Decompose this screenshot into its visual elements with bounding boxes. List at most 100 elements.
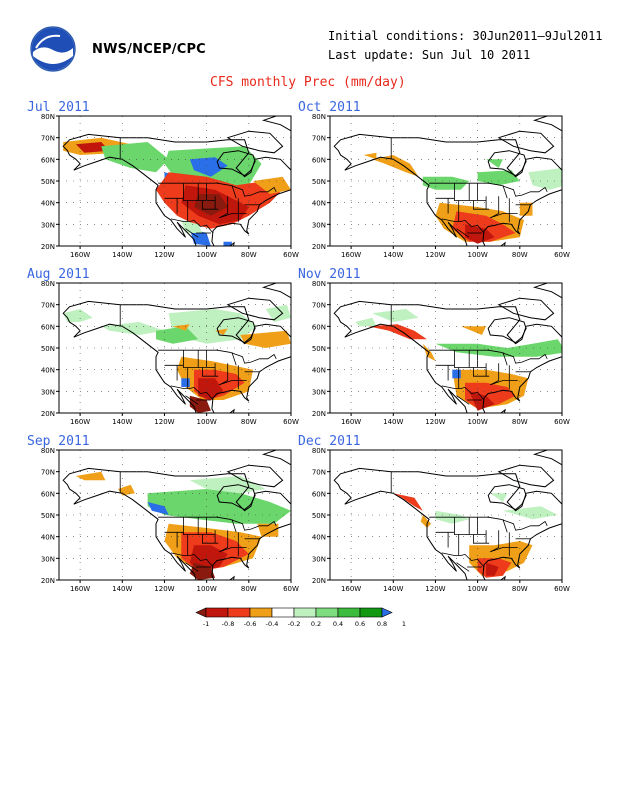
anomaly-patch [198, 378, 224, 400]
lat-label: 70N [41, 302, 55, 310]
legend-swatch [315, 607, 339, 618]
lon-label: 140W [112, 585, 132, 593]
legend-label: 0.4 [333, 620, 343, 628]
legend-label: -0.6 [244, 620, 257, 628]
lat-label: 40N [41, 367, 55, 375]
lon-label: 80W [241, 418, 257, 426]
legend-swatch [205, 607, 229, 618]
legend-label: -1 [203, 620, 209, 628]
anomaly-patch [502, 506, 558, 520]
lon-label: 80W [241, 251, 257, 259]
lat-label: 20N [41, 410, 55, 418]
lon-label: 120W [154, 251, 174, 259]
anomaly-map: 80N 70N 60N 50N 40N 30N 20N 160W 140W 120W 100W 80W… [312, 113, 570, 259]
lat-label: 40N [41, 200, 55, 208]
lon-label: 80W [512, 251, 528, 259]
legend-label: 0.8 [377, 620, 387, 628]
anomaly-map: 80N 70N 60N 50N 40N 30N 20N 160W 140W 120W 100W 80W… [41, 447, 299, 593]
lat-label: 50N [41, 178, 55, 186]
lon-label: 60W [283, 251, 299, 259]
anomaly-patch [465, 224, 495, 244]
anomaly-map: 80N 70N 60N 50N 40N 30N 20N 160W 140W 120W 100W 80W… [41, 113, 299, 259]
noaa-logo [30, 26, 76, 72]
legend-swatch [293, 607, 317, 618]
color-legend: -1 -0.8 -0.6 -0.4 -0.2 0.2 0.4 0.6 0.8 1 [195, 607, 406, 628]
lat-label: 50N [312, 345, 326, 353]
lon-label: 100W [196, 418, 216, 426]
lat-label: 70N [41, 135, 55, 143]
lat-label: 80N [312, 113, 326, 121]
panel-nov-2011: Nov 2011 80N 70N 60N 50N 40N 30N 20N 160W 140W 120… [298, 267, 598, 427]
lon-label: 140W [112, 251, 132, 259]
anomaly-map: 80N 70N 60N 50N 40N 30N 20N 160W 140W 120W 100W 80W… [312, 447, 570, 593]
lon-label: 140W [112, 418, 132, 426]
anomaly-patch [63, 309, 93, 322]
lat-label: 60N [312, 323, 326, 331]
lon-label: 60W [283, 418, 299, 426]
legend-label: -0.8 [222, 620, 235, 628]
legend-label: 0.6 [355, 620, 365, 628]
figure-title: CFS monthly Prec (mm/day) [210, 75, 406, 90]
org-name: NWS/NCEP/CPC [92, 42, 206, 57]
anomaly-patch [519, 202, 533, 216]
lon-label: 120W [154, 585, 174, 593]
lat-label: 70N [312, 302, 326, 310]
lat-label: 20N [41, 243, 55, 251]
legend-swatch [359, 607, 383, 618]
last-update: Last update: Sun Jul 10 2011 [328, 48, 531, 62]
anomaly-patch [189, 157, 228, 177]
panel-title: Sep 2011 [27, 434, 90, 449]
lat-label: 30N [41, 388, 55, 396]
lat-label: 30N [312, 555, 326, 563]
anomaly-patch [460, 326, 487, 335]
lat-label: 50N [312, 512, 326, 520]
lat-label: 80N [41, 280, 55, 288]
lon-label: 160W [341, 585, 361, 593]
lat-label: 30N [41, 221, 55, 229]
anomaly-map: 80N 70N 60N 50N 40N 30N 20N 160W 140W 120W 100W 80W… [41, 280, 299, 426]
lon-label: 100W [467, 251, 487, 259]
panel-dec-2011: Dec 2011 80N 70N 60N 50N 40N 30N 20N 160W 140W 120… [298, 434, 598, 594]
panel-oct-2011: Oct 2011 80N 70N 60N 50N 40N 30N 20N 160W 140W 120… [298, 100, 598, 260]
lon-label: 140W [383, 585, 403, 593]
anomaly-patch [147, 489, 291, 524]
panel-title: Jul 2011 [27, 100, 90, 115]
anomaly-patch [75, 142, 110, 153]
lat-label: 60N [312, 490, 326, 498]
anomaly-patch [75, 471, 106, 481]
lat-label: 80N [41, 447, 55, 455]
lat-label: 20N [41, 577, 55, 585]
lon-label: 120W [425, 418, 445, 426]
lat-label: 50N [41, 345, 55, 353]
anomaly-patch [223, 241, 232, 246]
anomaly-patch [528, 168, 562, 190]
lat-label: 80N [41, 113, 55, 121]
lon-label: 80W [512, 585, 528, 593]
lon-label: 120W [425, 585, 445, 593]
lon-label: 100W [467, 418, 487, 426]
anomaly-patch [194, 194, 228, 216]
anomaly-patch [265, 304, 291, 322]
lat-label: 80N [312, 447, 326, 455]
lat-label: 70N [41, 469, 55, 477]
anomaly-map: 80N 70N 60N 50N 40N 30N 20N 160W 140W 120W 100W 80W… [312, 280, 570, 426]
lon-label: 140W [383, 251, 403, 259]
legend-swatch [249, 607, 273, 618]
lat-label: 40N [41, 534, 55, 542]
anomaly-patch [118, 484, 135, 496]
lat-label: 70N [312, 135, 326, 143]
lon-label: 60W [554, 418, 570, 426]
lon-label: 160W [70, 585, 90, 593]
lon-label: 120W [425, 251, 445, 259]
anomaly-patch [181, 378, 190, 387]
anomaly-patch [452, 369, 461, 379]
anomaly-patch [372, 309, 419, 322]
lon-label: 120W [154, 418, 174, 426]
lat-label: 20N [312, 577, 326, 585]
lat-label: 40N [312, 200, 326, 208]
panel-title: Oct 2011 [298, 100, 361, 115]
anomaly-patch [420, 515, 432, 528]
anomaly-patch [490, 493, 508, 502]
anomaly-patch [486, 159, 503, 168]
anomaly-patch [147, 502, 169, 515]
